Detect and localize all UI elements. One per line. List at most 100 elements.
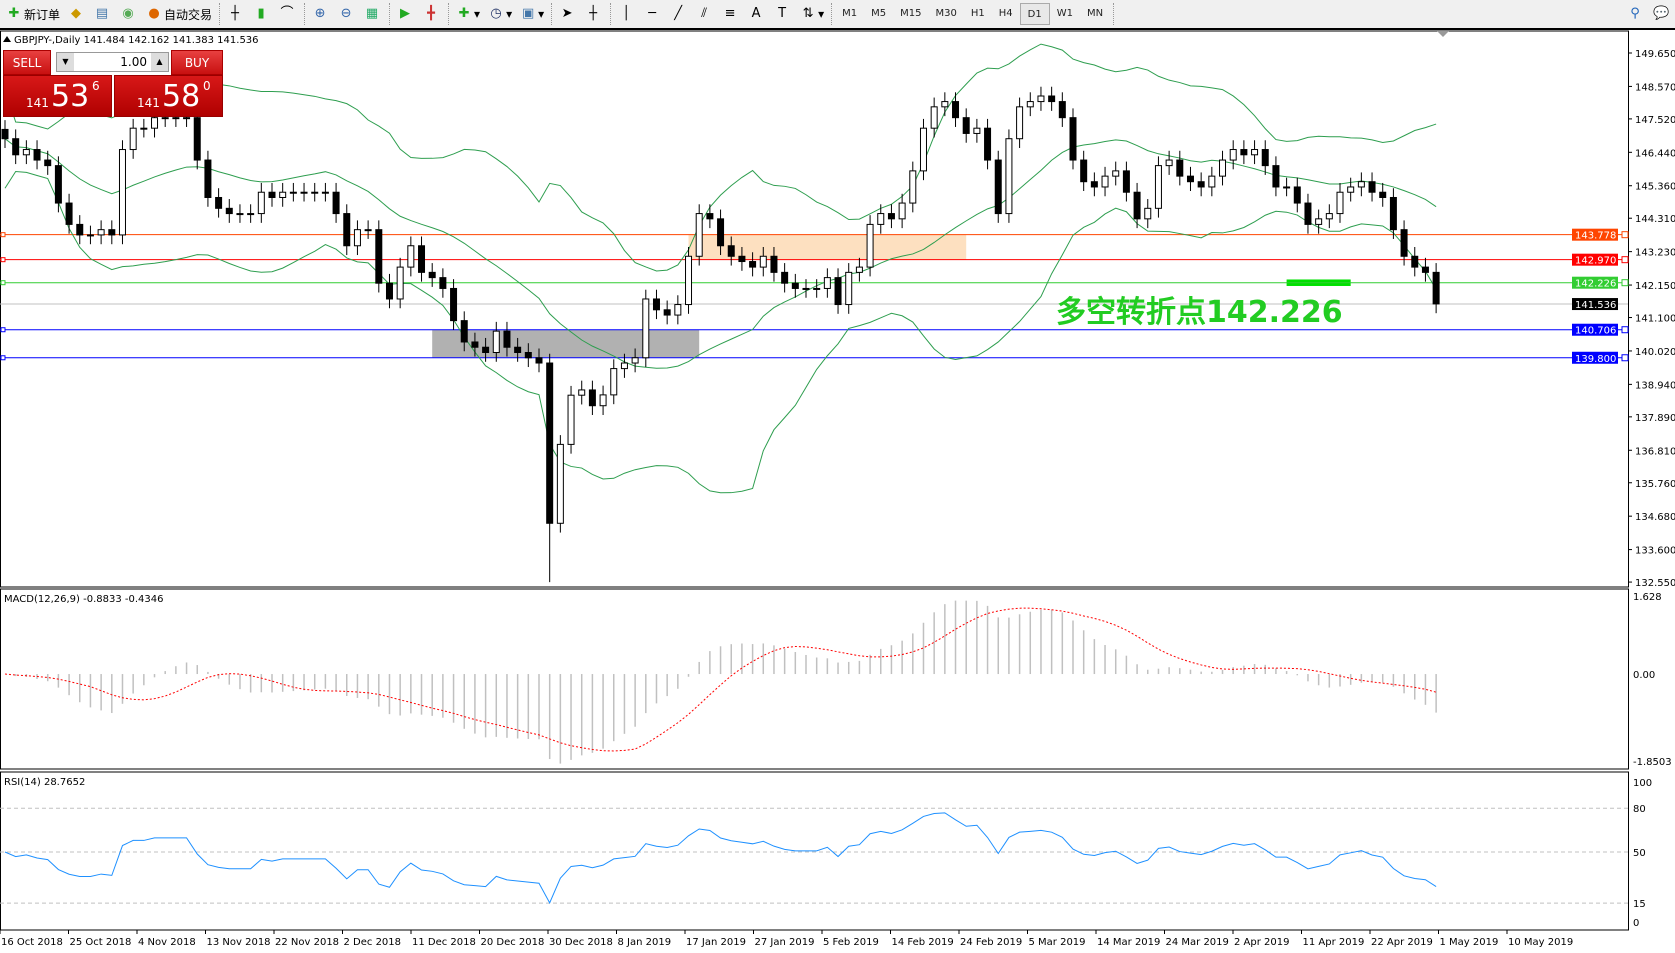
rsi-tick-label: 15 bbox=[1633, 899, 1646, 910]
trendline-button[interactable]: ╱ bbox=[666, 2, 692, 26]
timeframe-m1[interactable]: M1 bbox=[842, 8, 858, 19]
candle-body bbox=[717, 218, 725, 247]
periods-button[interactable]: ◷ ▾ bbox=[484, 2, 516, 26]
candle-body bbox=[642, 298, 650, 359]
new-order-button[interactable]: ✚ 新订单 bbox=[2, 2, 64, 26]
auto-trading-button[interactable]: ● 自动交易 bbox=[142, 2, 216, 26]
search-button[interactable]: ⚲ bbox=[1623, 2, 1649, 26]
timeframe-h4[interactable]: H4 bbox=[998, 8, 1013, 19]
crosshair-button[interactable]: ┼ bbox=[581, 2, 607, 26]
bar-chart-icon: ┼ bbox=[231, 6, 239, 21]
candle-body bbox=[610, 368, 618, 396]
channel-icon: ⫽ bbox=[701, 6, 708, 21]
macd-pane-frame bbox=[0, 588, 1629, 770]
level-handle bbox=[1621, 354, 1629, 362]
signals-button[interactable]: ◉ bbox=[116, 2, 142, 26]
candle-body bbox=[1283, 186, 1291, 189]
candle-body bbox=[161, 117, 169, 120]
candle-body bbox=[1080, 159, 1088, 183]
price-tick-label: 145.360 bbox=[1635, 182, 1675, 193]
printer-icon: ▤ bbox=[95, 6, 109, 21]
sell-price-pips: 53 bbox=[51, 79, 90, 114]
candle-body bbox=[1357, 181, 1365, 188]
cursor-button[interactable]: ➤ bbox=[555, 2, 581, 26]
timeframe-m15[interactable]: M15 bbox=[900, 8, 922, 19]
time-tick-label: 8 Jan 2019 bbox=[618, 937, 672, 948]
sell-price-fraction: 6 bbox=[92, 79, 100, 93]
chat-button[interactable]: 💬 bbox=[1649, 2, 1675, 26]
candle-body bbox=[311, 191, 319, 194]
price-tick-label: 135.760 bbox=[1635, 479, 1675, 490]
bar-chart-button[interactable]: ┼ bbox=[223, 2, 249, 26]
lot-decrease-icon[interactable]: ▼ bbox=[62, 57, 69, 66]
candle-body bbox=[845, 271, 853, 306]
candle-body bbox=[952, 101, 960, 119]
candle-body bbox=[1133, 191, 1141, 220]
history-button[interactable]: ◆ bbox=[64, 2, 90, 26]
buy-button[interactable]: BUY bbox=[171, 50, 223, 75]
candle-body bbox=[482, 346, 490, 353]
candle-body bbox=[706, 213, 714, 220]
timeframe-w1[interactable]: W1 bbox=[1056, 8, 1073, 19]
buy-price-big-figure: 141 bbox=[137, 96, 160, 110]
timeframe-m5[interactable]: M5 bbox=[871, 8, 887, 19]
candle-body bbox=[1347, 186, 1355, 193]
macd-signal-line bbox=[4, 607, 1437, 752]
candlestick-icon: ▮ bbox=[257, 6, 265, 21]
price-level-badge bbox=[1572, 351, 1618, 364]
auto-trading-icon: ● bbox=[148, 6, 160, 21]
buy-price-pips: 58 bbox=[162, 79, 201, 114]
timeframe-mn[interactable]: MN bbox=[1086, 8, 1104, 19]
zoom-out-button[interactable]: ⊖ bbox=[334, 2, 360, 26]
bollinger-upper bbox=[4, 43, 1437, 272]
line-chart-button[interactable]: ⌒ bbox=[275, 2, 301, 26]
candle-body bbox=[973, 127, 981, 134]
candle-body bbox=[802, 287, 810, 290]
time-tick-label: 10 May 2019 bbox=[1508, 937, 1573, 948]
candle-body bbox=[460, 320, 468, 343]
chart-area[interactable]: GBPJPY-,Daily 141.484 142.162 141.383 14… bbox=[0, 30, 1675, 953]
candle-body bbox=[54, 165, 62, 204]
search-icon: ⚲ bbox=[1630, 6, 1640, 21]
horizontal-line-button[interactable]: ─ bbox=[640, 2, 666, 26]
lot-size-field[interactable]: ▼ 1.00 ▲ bbox=[56, 52, 169, 72]
indicators-button[interactable]: ✚ ▾ bbox=[452, 2, 484, 26]
autoscroll-button[interactable]: ▶ bbox=[393, 2, 419, 26]
candle-body bbox=[375, 229, 383, 284]
candle-body bbox=[385, 282, 393, 300]
buy-price[interactable]: 141 58 0 bbox=[114, 75, 223, 117]
price-level-label: 142.226 bbox=[1575, 279, 1616, 290]
candle-body bbox=[1, 128, 9, 140]
price-level-label: 142.970 bbox=[1575, 256, 1616, 267]
price-zone bbox=[688, 234, 967, 260]
print-button[interactable]: ▤ bbox=[90, 2, 116, 26]
level-handle bbox=[1621, 256, 1629, 264]
candle-body bbox=[215, 196, 223, 209]
candle-body bbox=[546, 362, 554, 524]
price-tick-label: 146.440 bbox=[1635, 148, 1675, 159]
price-tick-label: 134.680 bbox=[1635, 512, 1675, 523]
text-button[interactable]: A bbox=[744, 2, 770, 26]
zoom-in-button[interactable]: ⊕ bbox=[308, 2, 334, 26]
sell-button[interactable]: SELL bbox=[3, 50, 51, 75]
chart-shift-marker bbox=[1437, 31, 1449, 37]
price-level-badge bbox=[1572, 323, 1618, 336]
arrows-button[interactable]: ⇅ ▾ bbox=[796, 2, 828, 26]
lot-increase-icon[interactable]: ▲ bbox=[156, 57, 163, 66]
lot-value[interactable]: 1.00 bbox=[74, 53, 151, 71]
tile-windows-button[interactable]: ▦ bbox=[360, 2, 386, 26]
timeframe-m30[interactable]: M30 bbox=[935, 8, 957, 19]
one-click-trading-panel: SELL ▼ 1.00 ▲ BUY 141 53 6 141 58 0 bbox=[3, 50, 223, 117]
chart-shift-button[interactable]: ╋ bbox=[419, 2, 445, 26]
vertical-line-button[interactable]: │ bbox=[614, 2, 640, 26]
candle-chart-button[interactable]: ▮ bbox=[249, 2, 275, 26]
templates-button[interactable]: ▣ ▾ bbox=[521, 6, 545, 21]
timeframe-h1[interactable]: H1 bbox=[970, 8, 985, 19]
label-button[interactable]: T bbox=[770, 2, 796, 26]
channel-button[interactable]: ⫽ bbox=[692, 2, 718, 26]
timeframe-d1[interactable]: D1 bbox=[1019, 3, 1050, 25]
sell-price[interactable]: 141 53 6 bbox=[3, 75, 112, 117]
candle-body bbox=[1069, 117, 1077, 161]
fibonacci-button[interactable]: ≡ bbox=[718, 2, 744, 26]
price-level-label: 140.706 bbox=[1575, 326, 1616, 337]
